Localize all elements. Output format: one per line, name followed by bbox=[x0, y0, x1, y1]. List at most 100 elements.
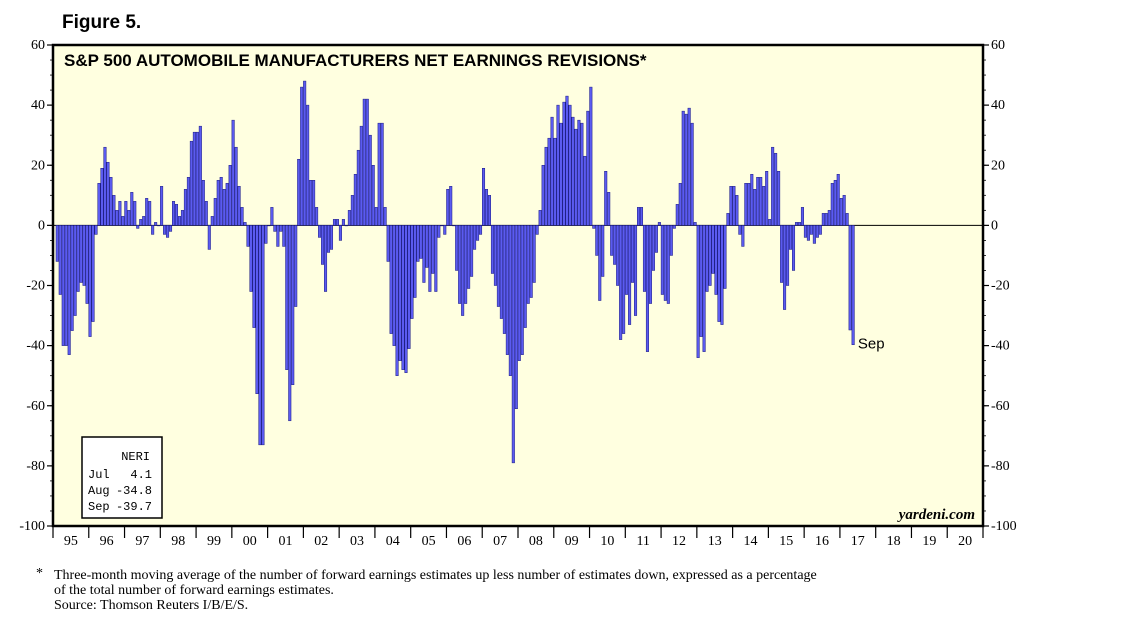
bar bbox=[100, 168, 104, 226]
y-tick-label-left: -100 bbox=[19, 519, 45, 534]
legend-value: -39.7 bbox=[116, 500, 152, 514]
bar bbox=[255, 225, 259, 394]
bar bbox=[443, 225, 447, 235]
y-tick-label-right: -100 bbox=[991, 519, 1017, 534]
bar bbox=[702, 225, 706, 352]
bar bbox=[279, 225, 283, 232]
bar bbox=[601, 225, 605, 277]
bar bbox=[529, 225, 533, 298]
bar bbox=[794, 222, 799, 226]
bar bbox=[386, 225, 390, 262]
bar bbox=[490, 225, 494, 274]
bar bbox=[544, 146, 548, 226]
x-tick-label: 07 bbox=[493, 534, 507, 549]
bar bbox=[195, 131, 199, 226]
x-tick-label: 10 bbox=[600, 534, 614, 549]
bar bbox=[616, 225, 620, 286]
bar bbox=[487, 195, 491, 226]
y-tick-label-left: -40 bbox=[26, 339, 45, 354]
bar bbox=[151, 225, 155, 235]
bar bbox=[610, 225, 614, 256]
bar bbox=[294, 225, 298, 307]
bar bbox=[246, 225, 250, 247]
bar bbox=[344, 225, 348, 227]
bar bbox=[303, 80, 307, 226]
bar bbox=[696, 225, 700, 358]
bar bbox=[312, 180, 316, 226]
bar bbox=[753, 189, 757, 226]
footnote-source: Source: Thomson Reuters I/B/E/S. bbox=[54, 598, 249, 613]
bar bbox=[642, 225, 646, 292]
bar bbox=[321, 225, 325, 265]
bar bbox=[115, 210, 119, 226]
bar bbox=[234, 146, 238, 226]
bar bbox=[672, 225, 676, 229]
bar bbox=[160, 186, 164, 226]
bar bbox=[523, 225, 527, 328]
bar bbox=[449, 186, 453, 226]
bar bbox=[669, 225, 673, 256]
bar bbox=[631, 225, 635, 283]
bar bbox=[252, 225, 256, 328]
bar bbox=[258, 225, 262, 446]
bar bbox=[851, 225, 855, 345]
bar bbox=[297, 158, 301, 226]
bar bbox=[538, 210, 542, 226]
bar bbox=[237, 186, 241, 226]
x-tick-label: 08 bbox=[529, 534, 543, 549]
bar bbox=[648, 225, 652, 304]
bar bbox=[365, 98, 369, 226]
x-tick-label: 19 bbox=[922, 534, 936, 549]
bar bbox=[264, 225, 268, 244]
bar bbox=[586, 110, 590, 226]
bar bbox=[180, 210, 184, 226]
bar bbox=[783, 225, 787, 310]
y-tick-label-left: 20 bbox=[31, 158, 45, 173]
bar bbox=[833, 180, 837, 226]
bar bbox=[133, 201, 137, 226]
bar bbox=[419, 225, 423, 259]
bar bbox=[166, 225, 170, 238]
bar bbox=[309, 180, 313, 226]
x-tick-label: 98 bbox=[171, 534, 185, 549]
bar bbox=[705, 225, 709, 292]
x-tick-label: 20 bbox=[958, 534, 972, 549]
bar bbox=[174, 204, 179, 226]
legend-box: NERI Jul 4.1 Aug -34.8 Sep -39.7 bbox=[81, 436, 163, 519]
y-tick-label-left: -60 bbox=[26, 399, 45, 414]
x-tick-label: 11 bbox=[636, 534, 649, 549]
bar bbox=[789, 225, 793, 250]
legend-frame bbox=[81, 436, 163, 519]
bar bbox=[273, 225, 277, 232]
bar bbox=[329, 225, 334, 250]
bar bbox=[350, 195, 354, 226]
last-value-label: Sep bbox=[858, 336, 885, 353]
bar bbox=[347, 210, 351, 226]
bar bbox=[58, 225, 62, 295]
bar bbox=[720, 225, 724, 325]
bar bbox=[362, 98, 366, 226]
bar bbox=[666, 225, 670, 304]
bar bbox=[708, 225, 712, 286]
bar bbox=[338, 225, 342, 241]
bar bbox=[109, 177, 113, 226]
bar bbox=[768, 219, 772, 226]
bar bbox=[797, 222, 801, 226]
bar bbox=[690, 122, 694, 226]
bar bbox=[389, 225, 393, 334]
bar bbox=[276, 225, 280, 247]
y-tick-label-right: 40 bbox=[991, 98, 1005, 113]
bar bbox=[592, 225, 596, 229]
bar bbox=[464, 225, 468, 304]
bar bbox=[532, 225, 536, 283]
bar bbox=[699, 225, 703, 337]
bar bbox=[177, 216, 181, 226]
bar bbox=[482, 168, 486, 226]
bar bbox=[577, 119, 581, 226]
bar bbox=[434, 225, 438, 292]
x-tick-label: 17 bbox=[851, 534, 865, 549]
legend-month: Aug bbox=[88, 484, 110, 498]
bar bbox=[458, 225, 462, 304]
bar bbox=[553, 137, 557, 226]
